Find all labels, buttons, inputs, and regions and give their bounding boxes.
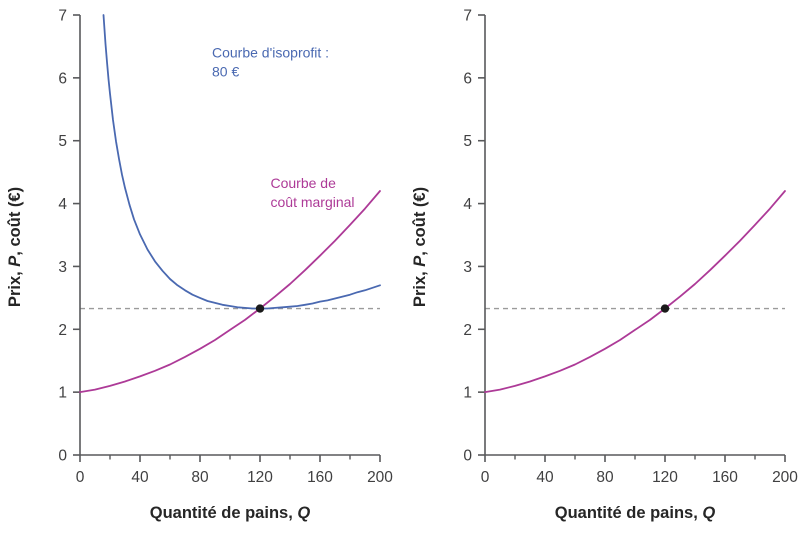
x-tick-label: 200 — [772, 469, 798, 486]
y-tick-label: 6 — [463, 70, 472, 87]
x-tick-label: 200 — [367, 469, 393, 486]
series-curve — [484, 190, 786, 394]
y-tick-label: 7 — [58, 8, 67, 25]
curve-annotation: Courbe de — [271, 175, 337, 191]
y-tick-label: 5 — [58, 133, 67, 150]
x-axis-title: Quantité de pains, Q — [555, 504, 716, 522]
x-tick-label: 40 — [131, 469, 149, 486]
y-tick-label: 3 — [463, 259, 472, 276]
curve-annotation: coût marginal — [271, 194, 355, 210]
y-tick-label: 7 — [463, 8, 472, 25]
curve-annotation: 80 € — [212, 63, 239, 79]
curve-annotation: Courbe d'isoprofit : — [212, 44, 329, 60]
y-tick-label: 0 — [463, 448, 472, 465]
chart-left: 0 1 2 3 4 5 6 7 0 40 80 120 160 200 Courbe d'isoprofit… — [6, 8, 393, 523]
y-tick-label: 4 — [58, 196, 67, 213]
y-tick-label: 6 — [58, 70, 67, 87]
x-tick-label: 80 — [191, 469, 209, 486]
x-tick-label: 0 — [76, 469, 85, 486]
y-tick-label: 2 — [463, 322, 472, 339]
x-tick-label: 120 — [652, 469, 678, 486]
x-tick-label: 120 — [247, 469, 273, 486]
y-tick-label: 1 — [58, 385, 67, 402]
y-axis-title: Prix, P, coût (€) — [411, 187, 429, 307]
x-tick-label: 160 — [307, 469, 333, 486]
intersection-point — [660, 304, 670, 313]
chart-right: 0 1 2 3 4 5 6 7 0 40 80 120 160 200 Quantité de pains,… — [411, 8, 798, 523]
series-curve — [79, 190, 381, 394]
y-axis-title: Prix, P, coût (€) — [6, 187, 24, 307]
y-tick-label: 5 — [463, 133, 472, 150]
x-tick-label: 160 — [712, 469, 738, 486]
x-tick-label: 0 — [481, 469, 490, 486]
y-tick-label: 3 — [58, 259, 67, 276]
x-tick-label: 40 — [536, 469, 554, 486]
series-curve — [102, 14, 381, 310]
x-axis-title: Quantité de pains, Q — [150, 504, 311, 522]
y-tick-label: 1 — [463, 385, 472, 402]
y-tick-label: 4 — [463, 196, 472, 213]
y-tick-label: 0 — [58, 448, 67, 465]
y-tick-label: 2 — [58, 322, 67, 339]
intersection-point — [255, 304, 265, 313]
x-tick-label: 80 — [596, 469, 614, 486]
